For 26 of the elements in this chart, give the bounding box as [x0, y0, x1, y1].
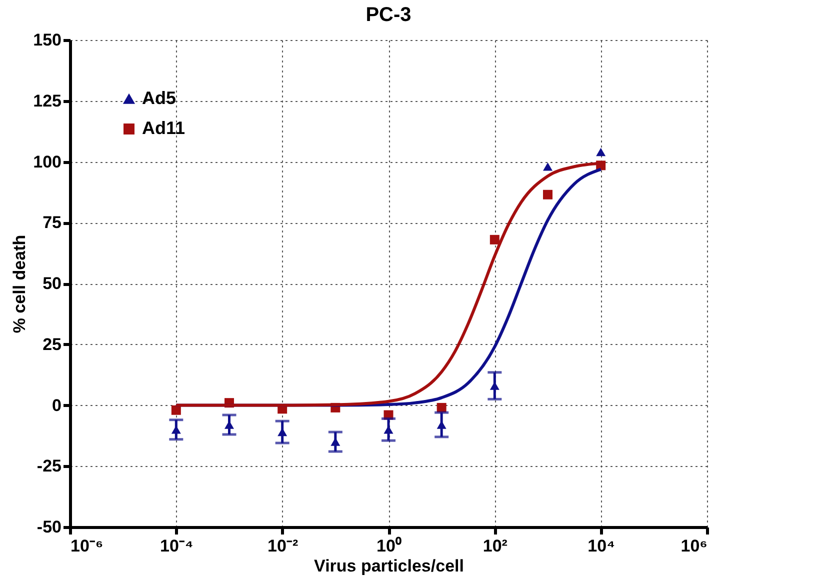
y-tick-label: 100 — [33, 152, 62, 172]
y-tick-label: 50 — [42, 274, 62, 293]
legend-label: Ad11 — [142, 118, 186, 138]
y-tick-label: -50 — [36, 518, 62, 536]
y-tick-label: 125 — [33, 91, 62, 110]
x-tick-label: 10⁻² — [268, 536, 298, 556]
point — [543, 162, 552, 171]
chart-title: PC-3 — [366, 4, 412, 26]
x-tick-label: 10² — [482, 536, 508, 556]
point — [543, 190, 552, 200]
point — [596, 148, 606, 156]
y-tick-label: 25 — [42, 334, 62, 354]
y-tick-label: -25 — [36, 456, 62, 476]
x-tick-label: 10⁶ — [680, 536, 708, 556]
y-axis-title: % cell death — [10, 234, 30, 334]
y-tick-label: 150 — [33, 30, 62, 50]
x-tick-label: 10⁻⁴ — [160, 536, 194, 556]
x-axis-title: Virus particles/cell — [314, 556, 464, 576]
legend-label: Ad5 — [142, 88, 176, 108]
x-tick-label: 10⁻⁶ — [70, 536, 104, 556]
x-tick-label: 10⁴ — [588, 536, 615, 556]
x-tick-label: 10⁰ — [376, 536, 402, 556]
y-tick-label: 0 — [52, 396, 62, 415]
point — [171, 405, 181, 415]
y-tick-label: 75 — [42, 213, 62, 232]
point — [490, 234, 500, 244]
